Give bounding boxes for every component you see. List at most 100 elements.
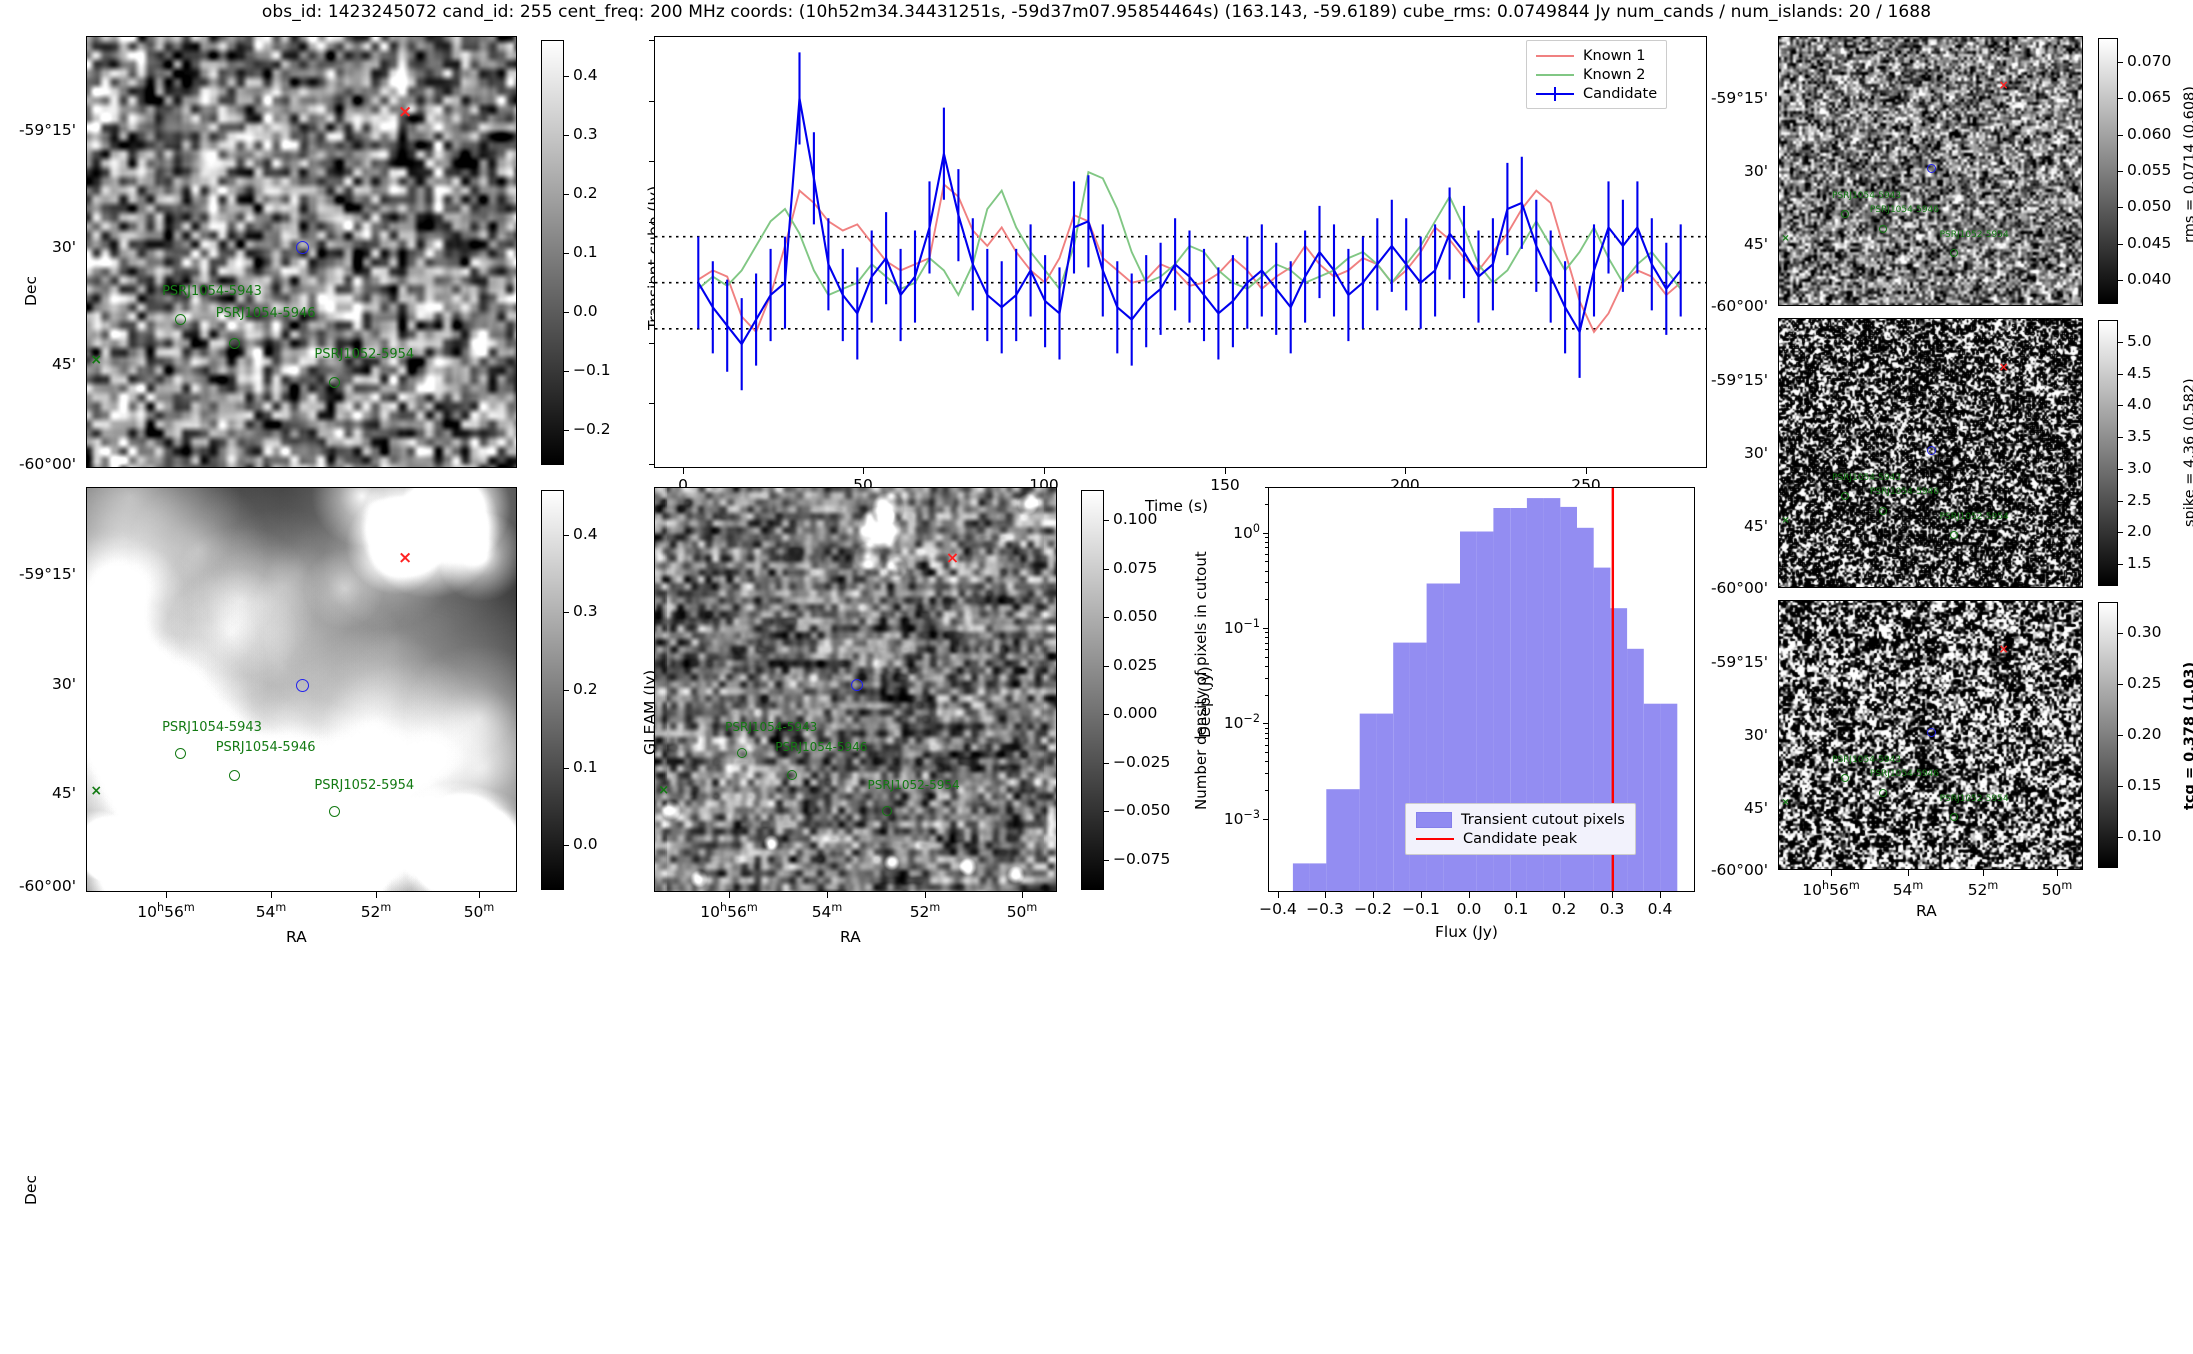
ra-axis-label: RA [840, 928, 861, 946]
colorbar-tick [2118, 171, 2123, 172]
colorbar-tick [2118, 207, 2123, 208]
candidate-marker-icon[interactable] [296, 241, 310, 255]
tcg-colorbar[interactable] [2098, 602, 2118, 868]
legend-item-candidate[interactable]: Candidate [1536, 84, 1657, 103]
time-tick-label: 0 [678, 476, 688, 494]
lightcurve-y-tick [649, 222, 655, 223]
ra-tick-label: 54m [1892, 879, 1924, 900]
deep-colorbar[interactable] [1081, 490, 1104, 890]
rms-image[interactable]: PSRJ1054-5943 PSRJ1054-5946 PSRJ1052-5954 ×… [1778, 36, 2083, 306]
legend-item-known1[interactable]: Known 1 [1536, 46, 1657, 65]
panel8-ra-axis: 10h56m 54m 52m 50m [1778, 870, 2083, 916]
time-tick [1044, 468, 1045, 474]
ra-tick [166, 892, 167, 898]
lightcurve-y-tick [649, 161, 655, 162]
gleam-colorbar[interactable] [541, 490, 564, 890]
colorbar-tick-label: 0.30 [2127, 623, 2162, 641]
rms-colorbar-label: rms = 0.0714 (0.608) [2182, 86, 2193, 243]
tcg-colorbar-label: tcg = 0.378 (1.03) [2182, 661, 2193, 810]
candidate-marker-icon[interactable] [1926, 728, 1936, 738]
candidate-marker-icon[interactable] [850, 679, 863, 692]
gleam-image[interactable]: PSRJ1054-5943 PSRJ1054-5946 PSRJ1052-5954 ×… [86, 487, 517, 892]
transient-cube-colorbar[interactable] [541, 40, 564, 465]
density-minor-tick [1265, 504, 1268, 505]
colorbar-tick [1104, 520, 1109, 521]
candidate-marker-icon[interactable] [1926, 164, 1936, 174]
ra-tick [1908, 870, 1909, 876]
lightcurve-legend[interactable]: Known 1 Known 2 Candidate [1526, 40, 1668, 109]
colorbar-tick-label: 0.070 [2127, 52, 2172, 70]
colorbar-tick [564, 535, 569, 536]
dec-tick [1778, 453, 1779, 454]
colorbar-tick [2118, 437, 2123, 438]
dec-tick [1778, 663, 1779, 664]
panel6-dec-axis: -59°15' 30' 45' -60°00' Dec [1690, 36, 1778, 315]
colorbar-tick-label: 0.20 [2127, 725, 2162, 743]
ra-tick [376, 892, 377, 898]
pulsar-label-psrj1052-5954: PSRJ1052-5954 [1939, 793, 2009, 804]
legend-item-candidate-peak[interactable]: Candidate peak [1416, 829, 1625, 848]
density-minor-tick [1265, 733, 1268, 734]
density-minor-tick [1265, 666, 1268, 667]
pulsar-marker-psrj1054-5943 [174, 747, 186, 759]
spike-image[interactable]: PSRJ1054-5943 PSRJ1054-5946 PSRJ1052-5954 ×… [1778, 318, 2083, 588]
colorbar-tick-label: 0.050 [1113, 607, 1158, 625]
tcg-colorbar-ticks: 0.30 0.25 0.20 0.15 0.10 [2118, 602, 2193, 868]
pulsar-marker-psrj1052-5954 [1950, 530, 1959, 539]
dec-tick-label: -59°15' [1710, 89, 1768, 107]
transient-cube-image[interactable]: PSRJ1054-5943 PSRJ1054-5946 PSRJ1052-5954 ×… [86, 36, 517, 468]
legend-label: Candidate [1583, 85, 1658, 102]
dec-tick-label: 45' [52, 784, 76, 802]
ra-axis-label: RA [286, 928, 307, 946]
ra-tick-label: 50m [1006, 901, 1038, 922]
colorbar-tick-label: 0.040 [2127, 270, 2172, 288]
rms-colorbar[interactable] [2098, 38, 2118, 304]
legend-item-known2[interactable]: Known 2 [1536, 65, 1657, 84]
dec-tick [1778, 576, 1779, 577]
ra-tick [2057, 870, 2058, 876]
pulsar-label-psrj1054-5943: PSRJ1054-5943 [1832, 191, 1902, 202]
colorbar-tick-label: 2.0 [2127, 522, 2152, 540]
legend-item-cutout-pixels[interactable]: Transient cutout pixels [1416, 810, 1625, 829]
candidate-marker-icon[interactable] [1926, 446, 1936, 456]
density-minor-tick [1265, 761, 1268, 762]
flux-tick [1421, 892, 1422, 898]
dec-tick-label: 45' [1744, 517, 1768, 535]
lightcurve-series-candidate [697, 52, 1682, 391]
green-cross-icon: × [1781, 796, 1790, 808]
colorbar-tick-label: 0.055 [2127, 161, 2172, 179]
dec-tick-label: -59°15' [1710, 653, 1768, 671]
density-minor-tick [1265, 547, 1268, 548]
density-minor-tick [1265, 745, 1268, 746]
reference-red-cross-icon: × [1998, 77, 2009, 92]
time-tick [1405, 468, 1406, 474]
green-cross-icon: × [90, 352, 103, 369]
ra-tick [271, 892, 272, 898]
candidate-marker-icon[interactable] [296, 679, 310, 693]
reference-red-cross-icon: × [1998, 359, 2009, 374]
colorbar-tick-label: 0.1 [573, 243, 598, 261]
dec-tick [86, 136, 87, 137]
pulsar-label-psrj1052-5954: PSRJ1052-5954 [1939, 511, 2009, 522]
lightcurve-y-tick [649, 40, 655, 41]
colorbar-tick [2118, 469, 2123, 470]
histogram-legend[interactable]: Transient cutout pixels Candidate peak [1405, 803, 1636, 855]
known1-line-swatch [1536, 54, 1574, 57]
pulsar-marker-psrj1054-5946 [1878, 224, 1887, 233]
pulsar-label-psrj1052-5954: PSRJ1052-5954 [1939, 229, 2009, 240]
density-tick-label: 10−1 [1223, 617, 1260, 638]
flux-tick [1278, 892, 1279, 898]
tcg-image[interactable]: PSRJ1054-5943 PSRJ1054-5946 PSRJ1052-5954 ×… [1778, 600, 2083, 870]
colorbar-tick-label: 3.5 [2127, 427, 2152, 445]
pulsar-marker-psrj1054-5943 [1841, 209, 1850, 218]
colorbar-tick-label: 5.0 [2127, 332, 2152, 350]
rms-colorbar-ticks: 0.070 0.065 0.060 0.055 0.050 0.045 0.040 [2118, 38, 2193, 304]
deep-image[interactable]: PSRJ1054-5943 PSRJ1054-5946 PSRJ1052-5954 ×… [654, 487, 1057, 892]
lightcurve-plot[interactable] [649, 36, 1707, 468]
density-minor-tick [1265, 632, 1268, 633]
dec-tick [86, 252, 87, 253]
spike-colorbar[interactable] [2098, 320, 2118, 586]
green-cross-icon: × [1781, 232, 1790, 244]
flux-tick-label: 0.0 [1456, 900, 1482, 918]
dec-tick [86, 581, 87, 582]
